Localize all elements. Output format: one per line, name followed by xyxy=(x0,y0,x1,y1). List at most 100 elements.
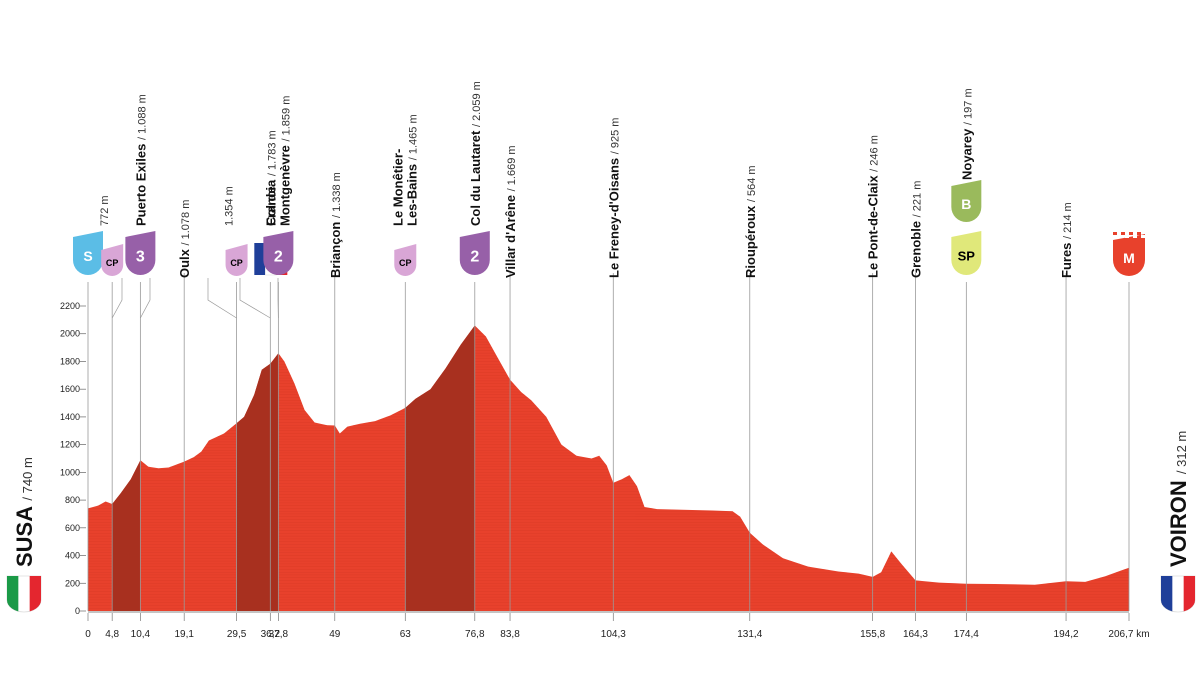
finish-town: VOIRON / 312 m xyxy=(1161,431,1195,612)
km-tick-label: 164,3 xyxy=(903,629,928,640)
km-tick-label: 104,3 xyxy=(601,629,626,640)
finish-town-altitude: / 312 m xyxy=(1174,431,1189,474)
leader-line xyxy=(140,278,150,318)
waypoint-label: 772 m xyxy=(99,195,111,226)
waypoint-name: Le Pont-de-Claix xyxy=(866,172,881,278)
leader-line xyxy=(208,278,237,318)
marker-label: M xyxy=(1123,250,1135,266)
waypoint-altitude: / 1.859 m xyxy=(280,96,292,142)
waypoint-altitude: / 1.669 m xyxy=(506,145,518,191)
y-tick-label: 2200 xyxy=(60,301,80,311)
km-tick-label: 83,8 xyxy=(500,629,520,640)
waypoint-name: Villar d'Arêne xyxy=(503,191,518,278)
bonus-marker: B xyxy=(951,180,981,222)
waypoint-label: Oulx / 1.078 m xyxy=(177,200,192,278)
marker-label: S xyxy=(83,248,92,264)
y-tick-label: 0 xyxy=(75,606,80,616)
waypoint-name: Puerto Exiles xyxy=(133,140,148,226)
km-tick-label: 37,8 xyxy=(269,629,289,640)
finish-town-label: VOIRON / 312 m xyxy=(1166,431,1191,567)
y-tick-label: 1800 xyxy=(60,356,80,366)
y-tick-label: 1600 xyxy=(60,384,80,394)
km-tick-label: 174,4 xyxy=(954,629,979,640)
waypoint-name: Le Monêtier- xyxy=(390,149,405,226)
km-tick-label: 194,2 xyxy=(1054,629,1079,640)
waypoint-label-line2: Les-Bains / 1.465 m xyxy=(404,114,419,226)
km-tick-label: 63 xyxy=(400,629,412,640)
waypoint-label: Briançon / 1.338 m xyxy=(328,172,343,278)
waypoint-name: Oulx xyxy=(177,245,192,278)
leader-line xyxy=(240,278,270,318)
marker-label: 3 xyxy=(136,249,145,266)
checkpoint-marker: CP xyxy=(226,244,248,276)
km-tick-label: 0 xyxy=(85,629,91,640)
y-tick-label: 1200 xyxy=(60,440,80,450)
climb-section xyxy=(237,353,279,611)
waypoint-altitude: / 1.078 m xyxy=(180,200,192,246)
marker-label: SP xyxy=(958,249,976,264)
start-town-flag-icon xyxy=(7,576,41,612)
waypoint-name: Grenoble xyxy=(908,217,923,278)
marker-label: CP xyxy=(230,258,243,268)
km-tick-label: 19,1 xyxy=(174,629,194,640)
km-tick-label: 76,8 xyxy=(465,629,485,640)
marker-label: 2 xyxy=(274,249,283,266)
waypoint-label: Villar d'Arêne / 1.669 m xyxy=(503,145,518,278)
sprint-marker: SP xyxy=(951,231,981,275)
marker-label: B xyxy=(961,196,971,212)
waypoint-name: Col du Lautaret xyxy=(468,127,483,226)
y-tick-label: 200 xyxy=(65,578,80,588)
start-marker: S xyxy=(73,231,103,275)
km-tick-label: 29,5 xyxy=(227,629,247,640)
start-town: SUSA / 740 m xyxy=(7,457,41,612)
climb-category-marker: 2 xyxy=(460,231,490,275)
waypoint-altitude: / 1.338 m xyxy=(331,172,343,218)
y-tick-label: 1000 xyxy=(60,467,80,477)
finish-marker: M xyxy=(1113,232,1145,276)
waypoint-altitude: / 1.465 m xyxy=(407,114,419,160)
leader-line xyxy=(112,278,122,318)
waypoint-label: Puerto Exiles / 1.088 m xyxy=(133,94,148,226)
marker-label: CP xyxy=(399,258,412,268)
waypoint-name: Fures xyxy=(1059,239,1074,278)
waypoint-label: Fures / 214 m xyxy=(1059,202,1074,278)
waypoint-altitude: / 197 m xyxy=(962,88,974,125)
km-tick-label: 206,7 km xyxy=(1108,629,1149,640)
km-tick-label: 155,8 xyxy=(860,629,885,640)
waypoint-name: Col de xyxy=(263,186,278,226)
waypoint-name: Rioupéroux xyxy=(743,202,758,278)
km-tick-label: 131,4 xyxy=(737,629,762,640)
waypoint-label: Grenoble / 221 m xyxy=(908,181,923,278)
y-tick-label: 800 xyxy=(65,495,80,505)
waypoint-name: Noyarey xyxy=(959,125,974,180)
km-tick-label: 4,8 xyxy=(105,629,119,640)
waypoint-altitude: / 2.059 m xyxy=(471,81,483,127)
km-tick-label: 49 xyxy=(329,629,341,640)
start-town-name: SUSA xyxy=(12,501,37,567)
marker-label: CP xyxy=(106,258,119,268)
y-tick-label: 400 xyxy=(65,551,80,561)
checkpoint-marker: CP xyxy=(394,244,416,276)
y-tick-label: 600 xyxy=(65,523,80,533)
waypoint-label: Le Pont-de-Claix / 246 m xyxy=(866,135,881,278)
waypoint-label: Rioupéroux / 564 m xyxy=(743,165,758,278)
waypoint-altitude: / 564 m xyxy=(746,165,758,202)
waypoint-label-line2: Montgenèvre / 1.859 m xyxy=(277,96,292,226)
waypoint-altitude: / 214 m xyxy=(1062,202,1074,239)
waypoint-label: Col du Lautaret / 2.059 m xyxy=(468,81,483,226)
finish-town-flag-icon xyxy=(1161,576,1195,612)
waypoint-name: Le Freney-d'Oisans xyxy=(606,154,621,278)
waypoint-name: Montgenèvre xyxy=(277,141,292,226)
climb-category-marker: 3 xyxy=(125,231,155,275)
waypoint-label: Col de xyxy=(263,186,278,226)
waypoint-label: 1.354 m xyxy=(224,186,236,226)
waypoint-label: Noyarey / 197 m xyxy=(959,88,974,180)
y-tick-label: 2000 xyxy=(60,329,80,339)
waypoint-label: Le Freney-d'Oisans / 925 m xyxy=(606,118,621,278)
waypoint-label: Le Monêtier- xyxy=(390,149,405,226)
climb-section xyxy=(405,326,475,612)
waypoint-altitude: / 246 m xyxy=(869,135,881,172)
waypoint-altitude: / 221 m xyxy=(911,181,923,218)
climb-category-marker: 2 xyxy=(263,231,293,275)
